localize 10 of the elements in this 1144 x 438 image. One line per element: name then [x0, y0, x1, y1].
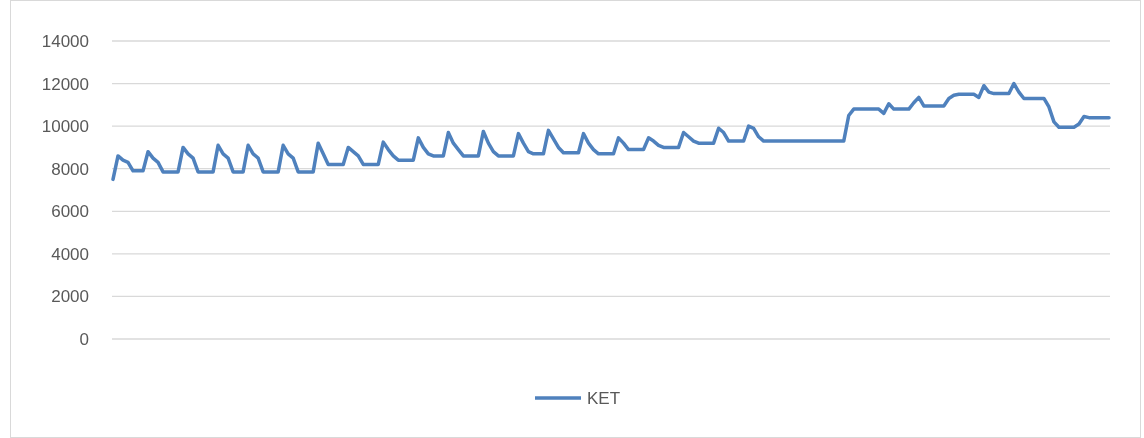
y-tick-label: 10000 [41, 117, 89, 137]
legend-label: KET [587, 388, 621, 408]
y-tick-label: 12000 [41, 74, 89, 94]
y-tick-label: 14000 [41, 31, 89, 51]
y-tick-label: 6000 [51, 202, 89, 222]
y-tick-label: 0 [79, 329, 89, 349]
y-tick-label: 8000 [51, 159, 89, 179]
line-series [111, 81, 1111, 182]
y-tick-label: 2000 [51, 287, 89, 307]
y-tick-label: 4000 [51, 244, 89, 264]
